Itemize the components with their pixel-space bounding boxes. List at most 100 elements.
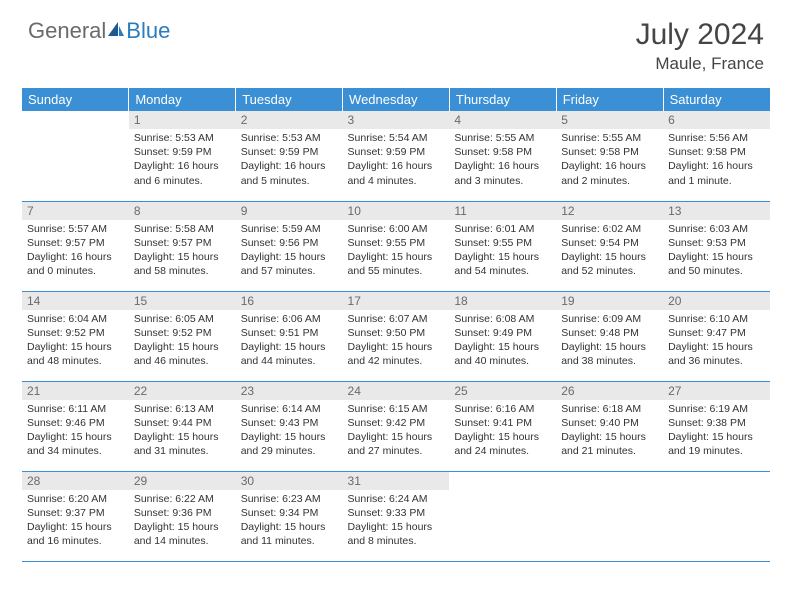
day-detail-line: Sunset: 9:46 PM <box>27 416 124 430</box>
day-detail-line: Sunrise: 6:15 AM <box>348 402 445 416</box>
day-detail-line: Sunset: 9:59 PM <box>241 145 338 159</box>
logo-text-blue: Blue <box>126 18 170 44</box>
day-details: Sunrise: 5:54 AMSunset: 9:59 PMDaylight:… <box>343 129 450 192</box>
day-detail-line: Sunrise: 6:05 AM <box>134 312 231 326</box>
weekday-header: Saturday <box>663 88 770 111</box>
day-detail-line: Sunrise: 5:55 AM <box>454 131 551 145</box>
day-detail-line: and 2 minutes. <box>561 174 658 188</box>
day-details: Sunrise: 6:09 AMSunset: 9:48 PMDaylight:… <box>556 310 663 373</box>
day-detail-line: and 16 minutes. <box>27 534 124 548</box>
day-details: Sunrise: 6:10 AMSunset: 9:47 PMDaylight:… <box>663 310 770 373</box>
day-detail-line: Sunset: 9:59 PM <box>134 145 231 159</box>
day-number: 17 <box>343 292 450 310</box>
day-detail-line: Daylight: 16 hours <box>348 159 445 173</box>
day-number: 10 <box>343 202 450 220</box>
day-details: Sunrise: 6:15 AMSunset: 9:42 PMDaylight:… <box>343 400 450 463</box>
day-detail-line: Daylight: 15 hours <box>668 340 765 354</box>
calendar-table: Sunday Monday Tuesday Wednesday Thursday… <box>22 88 770 562</box>
day-detail-line: and 21 minutes. <box>561 444 658 458</box>
calendar-day-cell: 10Sunrise: 6:00 AMSunset: 9:55 PMDayligh… <box>343 201 450 291</box>
day-detail-line: Daylight: 16 hours <box>27 250 124 264</box>
calendar-day-cell: 4Sunrise: 5:55 AMSunset: 9:58 PMDaylight… <box>449 111 556 201</box>
calendar-day-cell: 11Sunrise: 6:01 AMSunset: 9:55 PMDayligh… <box>449 201 556 291</box>
day-detail-line: Sunset: 9:44 PM <box>134 416 231 430</box>
day-detail-line: Sunset: 9:50 PM <box>348 326 445 340</box>
day-detail-line: Daylight: 15 hours <box>241 520 338 534</box>
day-details: Sunrise: 5:53 AMSunset: 9:59 PMDaylight:… <box>129 129 236 192</box>
day-detail-line: Sunrise: 5:58 AM <box>134 222 231 236</box>
day-details: Sunrise: 6:06 AMSunset: 9:51 PMDaylight:… <box>236 310 343 373</box>
day-detail-line: Sunrise: 5:57 AM <box>27 222 124 236</box>
day-number: 18 <box>449 292 556 310</box>
page-header: General Blue July 2024 Maule, France <box>0 0 792 80</box>
day-number: 1 <box>129 111 236 129</box>
day-detail-line: and 44 minutes. <box>241 354 338 368</box>
day-detail-line: Sunrise: 6:22 AM <box>134 492 231 506</box>
month-title: July 2024 <box>636 18 764 52</box>
calendar-day-cell: 28Sunrise: 6:20 AMSunset: 9:37 PMDayligh… <box>22 471 129 561</box>
calendar-day-cell: 5Sunrise: 5:55 AMSunset: 9:58 PMDaylight… <box>556 111 663 201</box>
calendar-day-cell: 15Sunrise: 6:05 AMSunset: 9:52 PMDayligh… <box>129 291 236 381</box>
day-detail-line: Sunset: 9:54 PM <box>561 236 658 250</box>
calendar-day-cell: 25Sunrise: 6:16 AMSunset: 9:41 PMDayligh… <box>449 381 556 471</box>
day-detail-line: Sunset: 9:58 PM <box>668 145 765 159</box>
day-detail-line: Daylight: 15 hours <box>134 520 231 534</box>
day-detail-line: Daylight: 15 hours <box>668 430 765 444</box>
day-detail-line: Daylight: 15 hours <box>454 430 551 444</box>
calendar-day-cell: 24Sunrise: 6:15 AMSunset: 9:42 PMDayligh… <box>343 381 450 471</box>
day-detail-line: Daylight: 15 hours <box>241 340 338 354</box>
day-details: Sunrise: 5:55 AMSunset: 9:58 PMDaylight:… <box>449 129 556 192</box>
day-detail-line: Sunset: 9:40 PM <box>561 416 658 430</box>
calendar-day-cell: 27Sunrise: 6:19 AMSunset: 9:38 PMDayligh… <box>663 381 770 471</box>
day-number: 29 <box>129 472 236 490</box>
day-detail-line: Daylight: 15 hours <box>561 340 658 354</box>
day-detail-line: and 50 minutes. <box>668 264 765 278</box>
day-details: Sunrise: 6:11 AMSunset: 9:46 PMDaylight:… <box>22 400 129 463</box>
day-number: 14 <box>22 292 129 310</box>
weekday-header: Tuesday <box>236 88 343 111</box>
day-detail-line: and 58 minutes. <box>134 264 231 278</box>
day-details: Sunrise: 5:57 AMSunset: 9:57 PMDaylight:… <box>22 220 129 283</box>
day-detail-line: and 4 minutes. <box>348 174 445 188</box>
day-number: 3 <box>343 111 450 129</box>
day-number: 5 <box>556 111 663 129</box>
day-number: 23 <box>236 382 343 400</box>
day-number: 11 <box>449 202 556 220</box>
day-detail-line: Sunrise: 6:01 AM <box>454 222 551 236</box>
calendar-week-row: 21Sunrise: 6:11 AMSunset: 9:46 PMDayligh… <box>22 381 770 471</box>
calendar-day-cell: 17Sunrise: 6:07 AMSunset: 9:50 PMDayligh… <box>343 291 450 381</box>
day-detail-line: Sunset: 9:55 PM <box>348 236 445 250</box>
day-details: Sunrise: 5:56 AMSunset: 9:58 PMDaylight:… <box>663 129 770 192</box>
day-detail-line: Sunset: 9:57 PM <box>27 236 124 250</box>
day-detail-line: and 38 minutes. <box>561 354 658 368</box>
day-detail-line: Sunset: 9:53 PM <box>668 236 765 250</box>
day-details: Sunrise: 6:03 AMSunset: 9:53 PMDaylight:… <box>663 220 770 283</box>
day-detail-line: Sunset: 9:51 PM <box>241 326 338 340</box>
day-detail-line: Sunrise: 6:04 AM <box>27 312 124 326</box>
day-details: Sunrise: 6:18 AMSunset: 9:40 PMDaylight:… <box>556 400 663 463</box>
day-detail-line: and 34 minutes. <box>27 444 124 458</box>
day-number: 9 <box>236 202 343 220</box>
day-detail-line: Sunrise: 5:53 AM <box>134 131 231 145</box>
day-detail-line: Sunset: 9:58 PM <box>561 145 658 159</box>
day-detail-line: Sunrise: 6:23 AM <box>241 492 338 506</box>
logo-text-general: General <box>28 18 106 44</box>
day-detail-line: and 40 minutes. <box>454 354 551 368</box>
day-number: 20 <box>663 292 770 310</box>
day-details: Sunrise: 6:01 AMSunset: 9:55 PMDaylight:… <box>449 220 556 283</box>
day-number: 16 <box>236 292 343 310</box>
day-detail-line: Sunset: 9:57 PM <box>134 236 231 250</box>
day-detail-line: and 19 minutes. <box>668 444 765 458</box>
day-number: 7 <box>22 202 129 220</box>
day-detail-line: Daylight: 15 hours <box>27 340 124 354</box>
day-detail-line: and 54 minutes. <box>454 264 551 278</box>
day-detail-line: Sunrise: 5:53 AM <box>241 131 338 145</box>
day-number: 31 <box>343 472 450 490</box>
day-detail-line: and 5 minutes. <box>241 174 338 188</box>
day-number: 21 <box>22 382 129 400</box>
day-detail-line: Daylight: 15 hours <box>27 520 124 534</box>
day-detail-line: Sunset: 9:34 PM <box>241 506 338 520</box>
day-detail-line: Sunrise: 6:14 AM <box>241 402 338 416</box>
day-number: 25 <box>449 382 556 400</box>
weekday-header: Monday <box>129 88 236 111</box>
